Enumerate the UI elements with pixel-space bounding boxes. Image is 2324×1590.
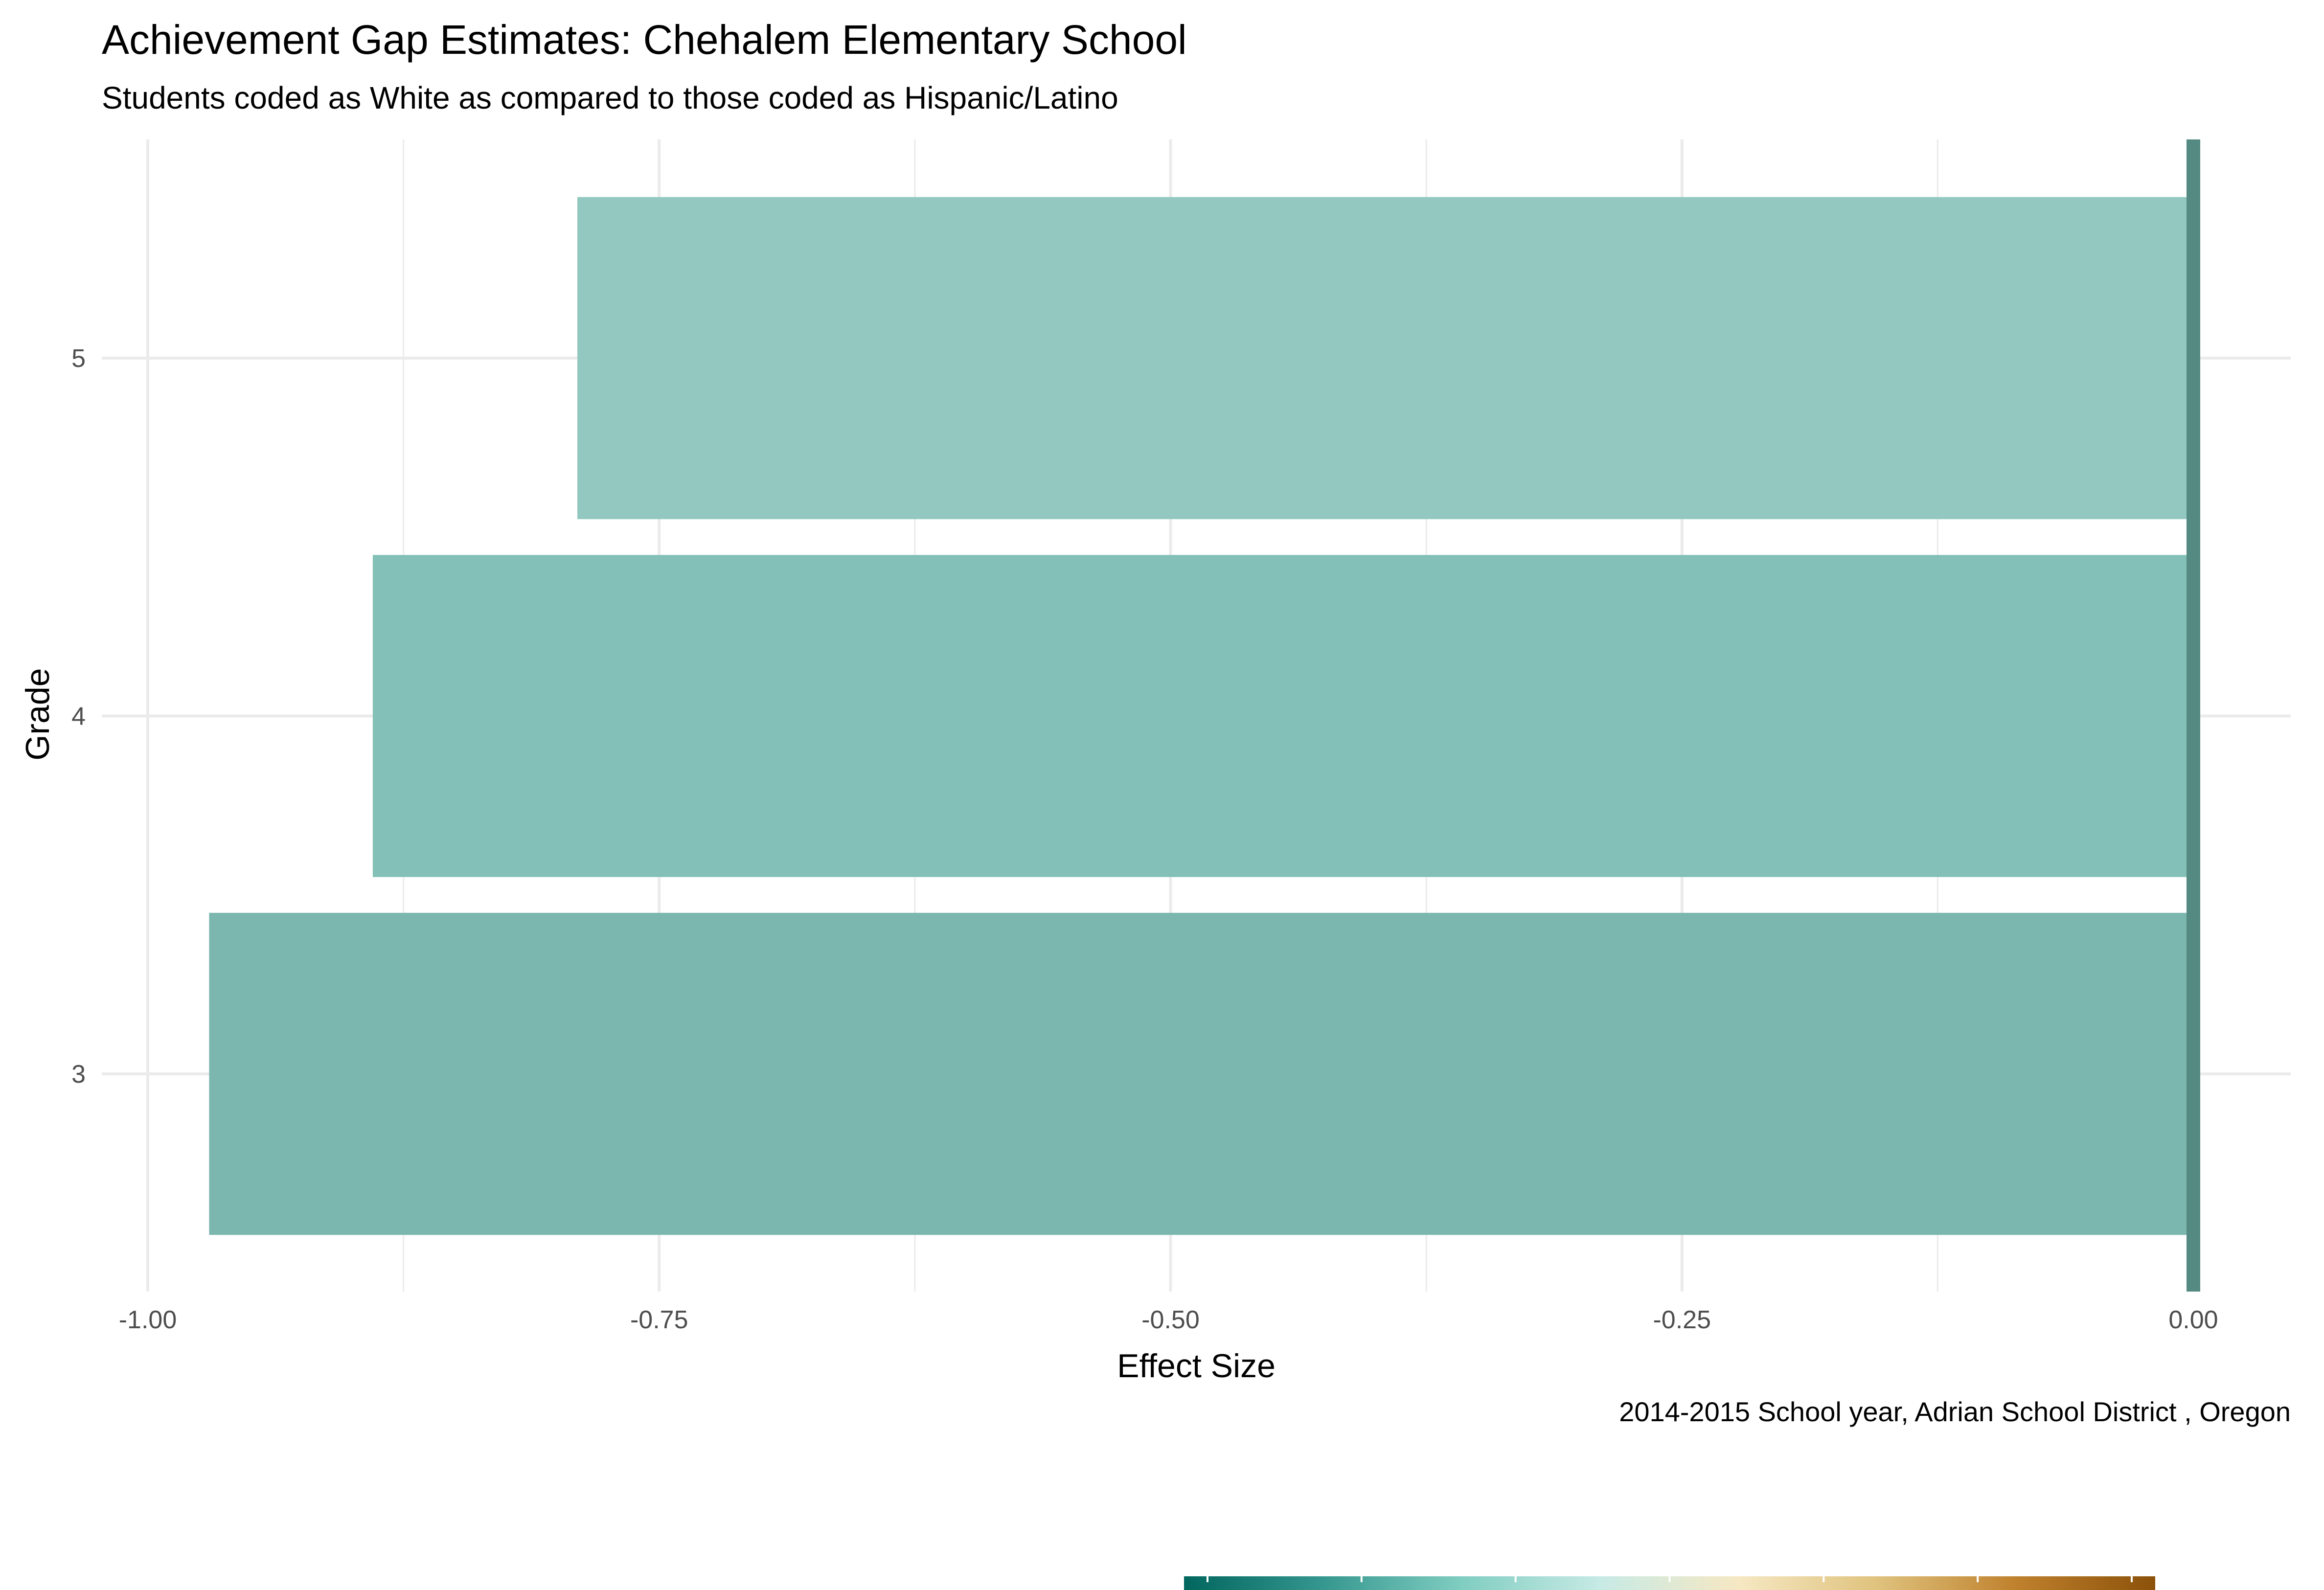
bar-group <box>209 197 2194 1235</box>
bar-grade-5 <box>577 197 2193 520</box>
x-tick-label: -1.00 <box>119 1306 177 1334</box>
zero-line <box>2187 139 2200 1292</box>
y-axis-label: Grade <box>19 668 56 761</box>
color-legend <box>1184 1576 2155 1590</box>
chart-caption: 2014-2015 School year, Adrian School Dis… <box>1619 1396 2291 1427</box>
y-tick-label: 4 <box>71 703 86 731</box>
y-tick-labels: 3 4 5 <box>71 344 86 1089</box>
y-tick-label: 5 <box>71 344 86 373</box>
x-tick-labels: -1.00 -0.75 -0.50 -0.25 0.00 <box>119 1306 2218 1334</box>
zero-reference-line <box>2187 139 2200 1292</box>
x-axis-label: Effect Size <box>1117 1347 1276 1385</box>
chart-title: Achievement Gap Estimates: Chehalem Elem… <box>102 17 1187 63</box>
bar-grade-4 <box>372 555 2194 877</box>
y-tick-label: 3 <box>71 1060 86 1089</box>
bar-grade-3 <box>209 912 2194 1235</box>
x-tick-label: -0.50 <box>1141 1306 1200 1334</box>
x-tick-label: 0.00 <box>2168 1306 2218 1334</box>
chart-subtitle: Students coded as White as compared to t… <box>102 80 1118 115</box>
x-tick-label: -0.25 <box>1653 1306 1711 1334</box>
x-tick-label: -0.75 <box>630 1306 688 1334</box>
